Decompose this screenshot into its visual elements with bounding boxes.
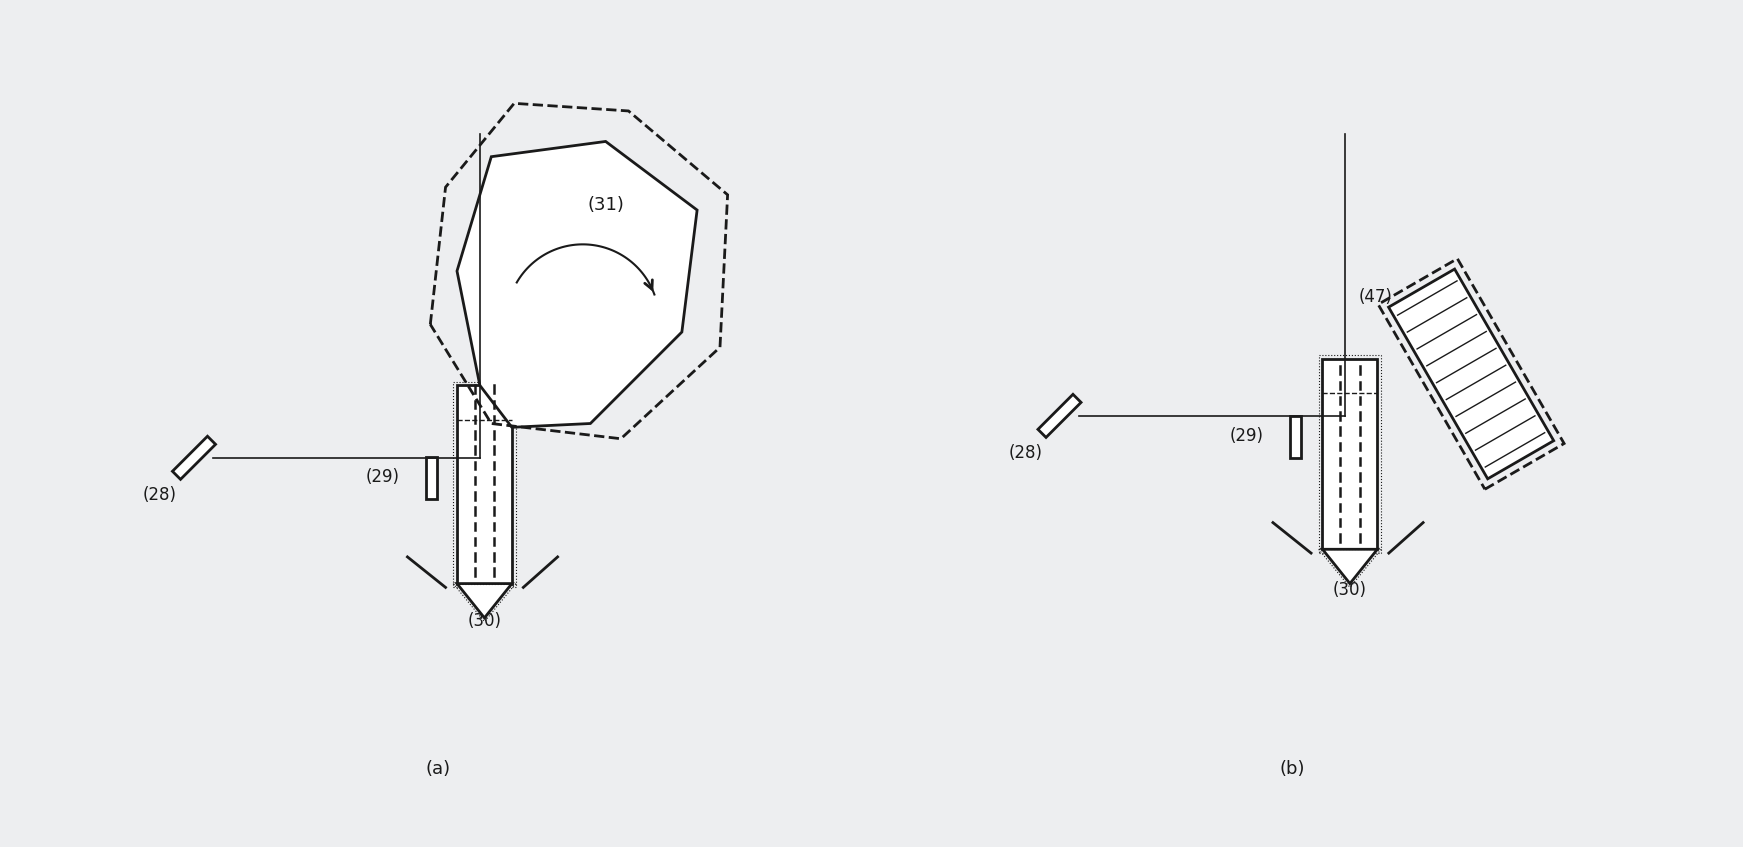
Polygon shape	[1037, 395, 1081, 437]
Text: (30): (30)	[467, 612, 502, 629]
Text: (29): (29)	[366, 468, 399, 486]
Polygon shape	[173, 436, 216, 479]
Polygon shape	[1389, 269, 1553, 479]
Polygon shape	[457, 385, 512, 584]
Polygon shape	[457, 141, 697, 427]
Polygon shape	[1323, 358, 1377, 549]
Polygon shape	[1323, 549, 1377, 584]
Text: (28): (28)	[1007, 444, 1042, 462]
Text: (b): (b)	[1279, 760, 1306, 778]
Text: (31): (31)	[587, 196, 624, 214]
Polygon shape	[427, 457, 437, 500]
Text: (29): (29)	[1229, 427, 1264, 445]
Polygon shape	[1290, 416, 1302, 458]
Text: (a): (a)	[425, 760, 450, 778]
Polygon shape	[457, 584, 512, 618]
Text: (47): (47)	[1360, 287, 1393, 306]
Text: (28): (28)	[143, 485, 176, 504]
Text: (30): (30)	[1333, 581, 1367, 599]
